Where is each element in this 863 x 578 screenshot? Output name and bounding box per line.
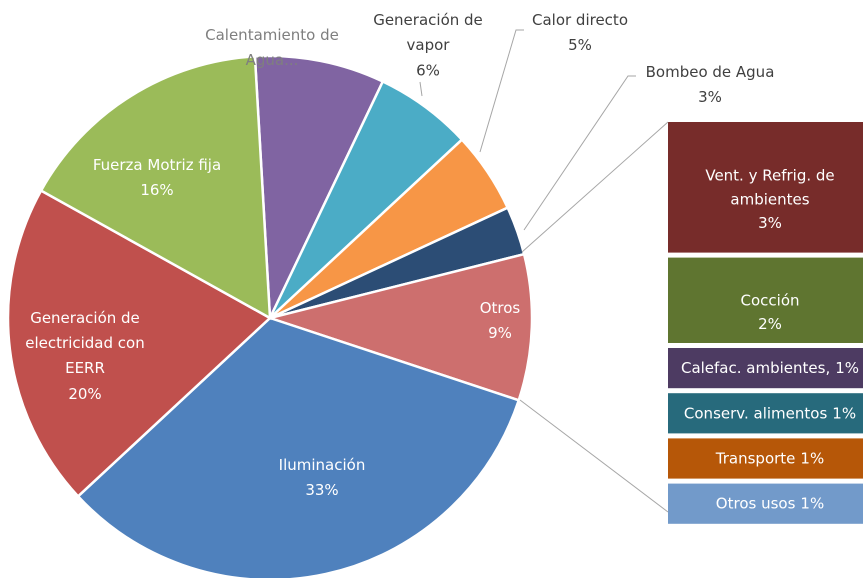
leader-line <box>479 29 524 153</box>
pie-slice <box>265 252 534 402</box>
breakout-value-label: 1% <box>832 404 856 422</box>
slice-value-label: 3% <box>698 88 722 106</box>
slice-value-label: 5% <box>568 36 592 54</box>
slice-label: Generación de electricidad con EERR <box>25 309 144 377</box>
leader-line <box>523 75 636 231</box>
text-line: vapor <box>407 36 451 54</box>
slice-label: Fuerza Motriz fija <box>93 156 221 174</box>
slice-label: Calentamiento de Agua... <box>205 26 339 69</box>
breakout-bar <box>668 393 863 434</box>
breakout-label: Calefac. ambientes, 1% <box>681 359 859 377</box>
connector-line <box>519 399 669 513</box>
breakout-bar <box>668 438 863 479</box>
slice-label: Otros <box>480 299 521 317</box>
text-line: electricidad con <box>25 334 144 352</box>
slice-value-label: 16% <box>140 181 173 199</box>
slice-label: Generación de vapor <box>373 11 483 54</box>
breakout-value-label: 1% <box>835 359 859 377</box>
connector-line <box>521 121 669 253</box>
pie-slice <box>253 54 385 319</box>
breakout-label: Conserv. alimentos 1% <box>684 404 856 422</box>
breakout-value-label: 1% <box>800 449 824 467</box>
leader-line <box>419 81 423 97</box>
breakout-bar <box>668 257 863 343</box>
text-line: Cocción <box>741 291 800 309</box>
slice-value-label: 6% <box>416 62 440 80</box>
pie-slice <box>39 55 272 321</box>
breakout-name: Conserv. alimentos <box>684 404 828 422</box>
text-line: Calentamiento de <box>205 26 339 44</box>
leader-lines <box>419 29 669 513</box>
breakout-bar <box>668 483 863 524</box>
text-line: Otros <box>480 299 521 317</box>
text-line: Iluminación <box>279 456 366 474</box>
pie-slice <box>76 316 521 578</box>
breakout-label: Otros usos 1% <box>716 494 824 512</box>
pie-slice <box>6 188 273 499</box>
breakout-name: Otros usos <box>716 494 796 512</box>
text-line: Generación de <box>30 309 140 327</box>
breakout-name: Transporte <box>715 449 796 467</box>
slice-label: Bombeo de Agua <box>646 63 775 81</box>
breakout-value-label: 1% <box>800 494 824 512</box>
slice-value-label: 33% <box>305 481 338 499</box>
text-line: EERR <box>65 359 105 377</box>
breakout-label: Cocción <box>741 291 800 309</box>
text-line: ambientes <box>730 190 809 208</box>
slice-label: Calor directo <box>532 11 628 29</box>
text-line: Calor directo <box>532 11 628 29</box>
breakout-bar <box>668 348 863 389</box>
text-line: Agua... <box>246 51 299 69</box>
slice-value-label: 20% <box>68 385 101 403</box>
slice-value-label: 9% <box>488 324 512 342</box>
text-line: Bombeo de Agua <box>646 63 775 81</box>
breakout-name: Calefac. ambientes, <box>681 359 830 377</box>
breakout-value-label: 3% <box>758 214 782 232</box>
breakout-value-label: 2% <box>758 315 782 333</box>
breakout-label: Vent. y Refrig. de ambientes <box>705 166 834 208</box>
text-line: Vent. y Refrig. de <box>705 166 834 184</box>
text-line: Generación de <box>373 11 483 29</box>
text-line: Fuerza Motriz fija <box>93 156 221 174</box>
slice-label: Iluminación <box>279 456 366 474</box>
breakout-label: Transporte 1% <box>715 449 824 467</box>
breakout-bar <box>668 122 863 253</box>
